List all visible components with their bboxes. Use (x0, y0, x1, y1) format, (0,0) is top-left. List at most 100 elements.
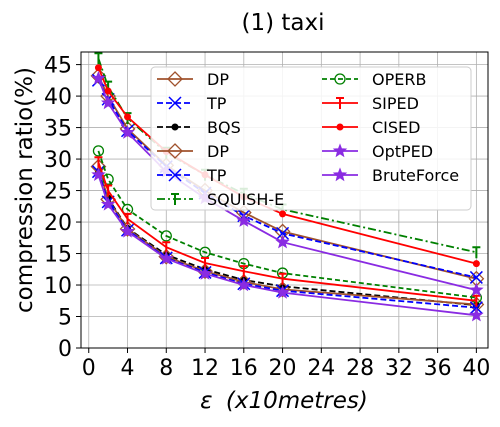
x-tick-label: 36 (424, 356, 452, 381)
data-point-operb-low (102, 173, 114, 185)
data-point-tp-low (469, 301, 483, 315)
data-point-dp-high (90, 68, 107, 84)
data-point-tp-high (469, 270, 483, 284)
y-tick-label: 5 (58, 306, 72, 331)
legend-marker (167, 71, 183, 87)
legend-marker (167, 143, 183, 159)
data-point-siped-low (278, 272, 287, 285)
legend-entry-operb-low: OPERB (322, 70, 426, 89)
data-point-cised-high (279, 210, 287, 218)
data-point-optped-low (120, 223, 135, 238)
legend-label: OPERB (372, 70, 426, 89)
y-tick-label: 25 (44, 180, 72, 205)
y-tick-label: 40 (44, 85, 72, 110)
y-tick-label: 35 (44, 117, 72, 142)
legend-label: CISED (372, 118, 420, 137)
data-point-optped-low (159, 251, 174, 265)
legend-label: TP (206, 94, 227, 113)
legend-marker (168, 96, 182, 110)
y-tick-label: 30 (44, 148, 72, 173)
data-point-siped-low (239, 265, 248, 278)
data-point-bruteforce-high (236, 213, 252, 227)
y-tick-label: 45 (44, 54, 72, 79)
y-tick-label: 0 (58, 337, 72, 362)
series-line-siped-low (97, 161, 477, 302)
data-point-dp-low (197, 263, 213, 280)
data-point-squish-e-high (472, 246, 481, 259)
legend-marker (332, 143, 348, 158)
x-axis-label: ε (x10metres) (200, 388, 368, 414)
legend-label: BruteForce (372, 166, 459, 185)
plot-frame (80, 51, 489, 349)
data-point-optped-low (100, 196, 116, 211)
legend-entry-dp-high: DP (157, 70, 229, 89)
legend-label: SQUISH-E (207, 190, 284, 209)
data-point-optped-low (197, 266, 213, 280)
legend-label: TP (206, 166, 227, 185)
data-point-siped-low (94, 156, 103, 169)
x-tick-label: 24 (307, 356, 335, 381)
legend-entry-optped-low: OptPED (322, 142, 433, 161)
data-point-operb-low (92, 145, 105, 157)
series-optped-low (91, 167, 484, 322)
y-tick-label: 15 (44, 243, 72, 268)
x-tick-label: 12 (191, 356, 219, 381)
legend-marker (336, 123, 344, 131)
x-axis-label-unit: (x10metres) (226, 388, 368, 414)
data-point-dp-low (274, 281, 291, 298)
x-tick-label: 28 (346, 356, 374, 381)
series-line-operb-low (97, 150, 477, 299)
data-point-cised-high (472, 260, 480, 268)
legend-label: BQS (207, 118, 241, 137)
y-axis-label: compression ratio(%) (12, 67, 38, 313)
data-point-bruteforce-high (120, 125, 135, 139)
legend-entry-cised-high: CISED (322, 118, 420, 137)
legend-box (150, 66, 472, 211)
legend-marker (171, 193, 179, 205)
data-point-bruteforce-high (100, 95, 116, 110)
legend: DP TP BQS DP TP SQUISH-E OPERB SIPED CISED OptPED… (150, 66, 472, 211)
data-point-bruteforce-high (91, 70, 106, 85)
data-point-cised-high (104, 87, 112, 95)
data-point-siped-low (123, 212, 132, 225)
legend-entry-siped-low: SIPED (322, 94, 419, 113)
legend-label: SIPED (372, 94, 419, 113)
data-point-siped-low (104, 184, 113, 197)
data-point-operb-low (160, 230, 172, 242)
data-point-cised-high (124, 113, 132, 121)
data-point-optped-low (91, 167, 106, 182)
legend-entry-tp-low: TP (157, 166, 227, 185)
legend-entry-dp-low: DP (157, 142, 229, 161)
chart-title: (1) taxi (241, 10, 324, 36)
data-point-bruteforce-high (275, 234, 290, 249)
legend-entry-tp-high: TP (157, 94, 227, 113)
legend-marker (332, 167, 348, 182)
x-tick-label: 32 (385, 356, 413, 381)
data-point-cised-high (94, 64, 102, 72)
legend-marker (336, 97, 344, 109)
data-point-optped-low (236, 277, 252, 292)
data-point-optped-low (469, 307, 484, 322)
x-tick-label: 8 (159, 356, 173, 381)
data-point-tp-high (276, 226, 290, 240)
series-siped-low (94, 156, 481, 307)
legend-label: DP (207, 70, 229, 89)
x-tick-label: 16 (230, 356, 258, 381)
x-tick-label: 20 (269, 356, 297, 381)
data-point-siped-low (472, 294, 481, 307)
legend-entry-bqs-low: BQS (157, 118, 241, 137)
x-axis-label-symbol: ε (200, 388, 212, 414)
data-point-bruteforce-high (469, 282, 484, 297)
data-point-squish-e-high (94, 52, 103, 65)
x-tick-label: 4 (121, 356, 135, 381)
x-tick-label: 0 (82, 356, 96, 381)
legend-marker (171, 123, 179, 131)
legend-marker (168, 168, 182, 182)
y-tick-label: 10 (44, 274, 72, 299)
legend-entry-bruteforce-high: BruteForce (322, 166, 459, 185)
legend-label: DP (207, 142, 229, 161)
legend-label: OptPED (372, 142, 433, 161)
